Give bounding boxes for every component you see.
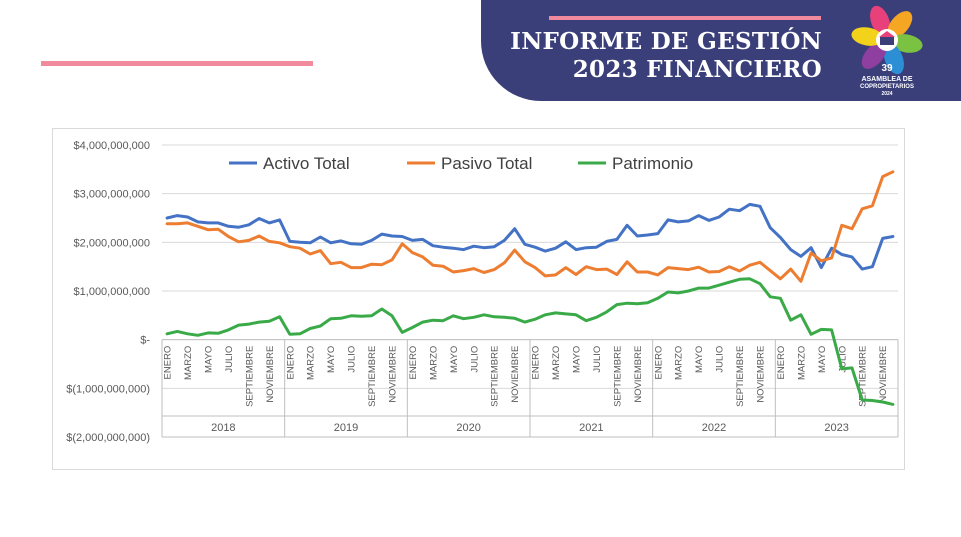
financial-line-chart: $4,000,000,000 $3,000,000,000 $2,000,000,0… (66, 140, 899, 444)
year-label: 2018 (211, 422, 235, 434)
month-tick-label: MARZO (306, 346, 317, 380)
y-tick-label: $4,000,000,000 (74, 140, 150, 152)
month-tick-label: MARZO (428, 346, 439, 380)
month-tick-label: MAYO (204, 346, 215, 373)
logo-year: 2024 (881, 91, 892, 97)
left-accent-line (41, 61, 313, 66)
month-tick-label: JULIO (715, 346, 726, 373)
month-tick-label: ENERO (653, 346, 664, 380)
month-tick-label: SEPTIEMBRE (490, 346, 501, 407)
month-tick-label: MARZO (796, 346, 807, 380)
month-tick-label: JULIO (837, 346, 848, 373)
legend-label: Patrimonio (612, 154, 693, 173)
month-tick-label: MAYO (572, 346, 583, 373)
month-tick-label: MARZO (674, 346, 685, 380)
legend-label: Activo Total (263, 154, 350, 173)
logo-petal (851, 27, 884, 46)
month-tick-label: JULIO (224, 346, 235, 373)
logo-line1: ASAMBLEA DE (861, 76, 912, 83)
logo-number: 39 (881, 63, 893, 74)
flower-logo-icon: 39 ASAMBLEA DE COPROPIETARIOS 2024 (851, 5, 923, 97)
y-tick-label: $2,000,000,000 (74, 237, 150, 249)
month-tick-label: JULIO (592, 346, 603, 373)
series-line (165, 277, 895, 406)
month-tick-label: MAYO (817, 346, 828, 373)
y-tick-label: $1,000,000,000 (74, 286, 150, 298)
series-line (165, 170, 895, 283)
month-tick-label: MARZO (551, 346, 562, 380)
month-tick-label: SEPTIEMBRE (735, 346, 746, 407)
year-label: 2022 (702, 422, 726, 434)
month-tick-label: ENERO (776, 346, 787, 380)
logo-petal (870, 5, 891, 37)
series-line (165, 202, 895, 271)
y-tick-label: $- (140, 335, 150, 347)
month-tick-label: MAYO (694, 346, 705, 373)
month-tick-label: MAYO (449, 346, 460, 373)
y-tick-label: $3,000,000,000 (74, 189, 150, 201)
month-tick-label: ENERO (408, 346, 419, 380)
year-label: 2023 (824, 422, 848, 434)
logo-line2: COPROPIETARIOS (860, 84, 914, 90)
month-tick-label: ENERO (163, 346, 174, 380)
header-accent-line (549, 16, 821, 20)
year-label: 2020 (456, 422, 480, 434)
logo-petal (890, 34, 923, 53)
year-label: 2021 (579, 422, 603, 434)
year-label: 2019 (334, 422, 358, 434)
logo-petal (883, 43, 904, 75)
month-tick-label: NOVIEMBRE (633, 346, 644, 403)
month-tick-label: SEPTIEMBRE (612, 346, 623, 407)
month-tick-label: SEPTIEMBRE (244, 346, 255, 407)
y-tick-label: $(1,000,000,000) (66, 383, 150, 395)
month-tick-label: NOVIEMBRE (756, 346, 767, 403)
flower-petals (851, 5, 923, 75)
y-tick-label: $(2,000,000,000) (66, 432, 150, 444)
month-tick-label: MAYO (326, 346, 337, 373)
month-tick-label: NOVIEMBRE (265, 346, 276, 403)
month-tick-label: SEPTIEMBRE (858, 346, 869, 407)
page-title: INFORME DE GESTIÓN 2023 FINANCIERO (500, 28, 822, 84)
month-tick-label: ENERO (285, 346, 296, 380)
month-tick-label: NOVIEMBRE (510, 346, 521, 403)
month-tick-label: SEPTIEMBRE (367, 346, 378, 407)
month-tick-label: NOVIEMBRE (388, 346, 399, 403)
page-title-line1: INFORME DE GESTIÓN (510, 28, 822, 55)
month-tick-label: JULIO (347, 346, 358, 373)
page-title-line2: 2023 FINANCIERO (572, 56, 822, 83)
month-tick-label: JULIO (469, 346, 480, 373)
month-tick-label: ENERO (531, 346, 542, 380)
chart-frame: $4,000,000,000 $3,000,000,000 $2,000,000,0… (52, 128, 905, 470)
month-tick-label: NOVIEMBRE (878, 346, 889, 403)
month-tick-label: MARZO (183, 346, 194, 380)
legend-label: Pasivo Total (441, 154, 532, 173)
